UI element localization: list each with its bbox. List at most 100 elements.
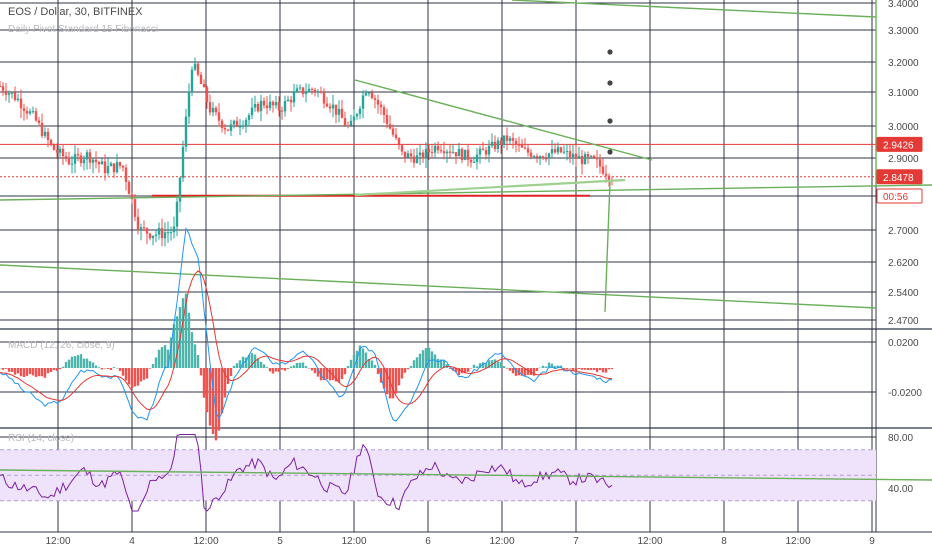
candle-body [511, 138, 515, 141]
candle-body [205, 87, 209, 103]
candle-body [157, 228, 161, 235]
macd-histogram-bar [4, 368, 8, 369]
macd-histogram-bar [244, 357, 248, 368]
candle-body [487, 145, 491, 155]
candle-body [385, 115, 389, 125]
price-tick-label: 2.6200 [888, 258, 919, 269]
candle-body [145, 228, 149, 234]
trend-line [0, 184, 932, 201]
macd-histogram-bar [493, 359, 497, 368]
macd-histogram-bar [25, 368, 29, 376]
macd-histogram-bar [61, 366, 65, 368]
macd-histogram-bar [232, 365, 236, 368]
trend-lines [0, 0, 932, 313]
macd-histogram-bar [418, 353, 422, 368]
candle-body [505, 135, 509, 141]
candle-body [433, 145, 437, 153]
macd-histogram-bar [358, 345, 362, 368]
macd-histogram-bar [427, 347, 431, 368]
macd-histogram-bar [586, 368, 590, 371]
macd-histogram-bar [469, 368, 473, 369]
macd-histogram-bar [181, 298, 185, 368]
macd-histogram-bar [154, 357, 158, 368]
candle-body [7, 93, 11, 95]
candle-body [19, 98, 23, 109]
candle-body [295, 88, 299, 93]
candle-body [127, 181, 131, 195]
price-tick-label: 3.2000 [888, 58, 919, 69]
candle-body [139, 227, 143, 230]
macd-histogram-bar [307, 368, 311, 369]
candle-body [421, 152, 425, 159]
macd-histogram-bar [298, 362, 302, 368]
candle-body [52, 144, 56, 151]
macd-histogram-bar [382, 368, 386, 389]
candle-body [220, 120, 224, 129]
candle-body [16, 98, 20, 101]
candle-body [37, 120, 41, 124]
candle-body [481, 148, 485, 151]
candle-body [268, 101, 272, 109]
candle-body [562, 151, 566, 153]
candle-body [514, 140, 518, 145]
candle-body [40, 123, 44, 136]
macd-histogram-bar [547, 362, 551, 368]
macd-histogram-bar [310, 368, 314, 371]
macd-histogram-bar [262, 364, 266, 368]
macd-histogram-bar [205, 368, 209, 413]
candle-body [412, 156, 416, 163]
candle-body [43, 131, 47, 136]
macd-histogram-bar [514, 368, 518, 376]
macd-histogram-bar [331, 368, 335, 381]
price-tick-label: 2.5400 [888, 288, 919, 299]
macd-histogram-bar [100, 368, 104, 370]
macd-histogram-bar [94, 365, 98, 368]
more-menu-dots[interactable] [607, 49, 613, 155]
candle-body [535, 156, 539, 158]
candle-body [97, 162, 101, 165]
candle-body [370, 92, 374, 99]
macd-histogram-bar [151, 363, 155, 368]
candle-body [163, 232, 167, 239]
candle-body [67, 158, 71, 165]
macd-histogram-bar [523, 368, 527, 376]
macd-histogram-bar [373, 364, 377, 368]
candle-body [397, 138, 401, 146]
macd-histogram-bar [265, 367, 269, 368]
price-tick-label: 3.0000 [888, 122, 919, 133]
candle-body [343, 118, 347, 126]
price-tag-badge [876, 188, 923, 204]
candle-body [247, 115, 251, 120]
candle-body [550, 149, 554, 154]
macd-histogram-bar [574, 368, 578, 372]
macd-histogram-bar [157, 349, 161, 368]
macd-histogram-bar [268, 368, 272, 372]
candle-body [193, 63, 197, 70]
macd-histogram-bar [256, 358, 260, 368]
macd-histogram-bar [235, 363, 239, 368]
macd-histogram-bar [226, 368, 230, 385]
candle-body [499, 140, 503, 145]
macd-histogram-bar [316, 368, 320, 377]
candle-body [22, 108, 26, 111]
macd-histogram-bar [40, 368, 44, 377]
macd-histogram-bar [289, 366, 293, 368]
macd-histogram-bar [130, 368, 134, 389]
candle-body [430, 152, 434, 154]
candle-body [415, 155, 419, 163]
macd-histogram-bar [376, 368, 380, 374]
candle-body [172, 226, 176, 233]
macd-histogram-bar [247, 354, 251, 368]
candle-body [316, 91, 320, 93]
candle-body [439, 150, 443, 152]
macd-histogram-bar [187, 312, 191, 368]
macd-histogram-bar [31, 368, 35, 376]
candle-body [523, 147, 527, 149]
candle-body [133, 199, 137, 217]
macd-histogram-bar [541, 365, 545, 368]
candle-body [406, 153, 410, 158]
candle-body [76, 154, 80, 156]
candle-body [121, 165, 125, 168]
macd-histogram-bar [46, 368, 50, 374]
